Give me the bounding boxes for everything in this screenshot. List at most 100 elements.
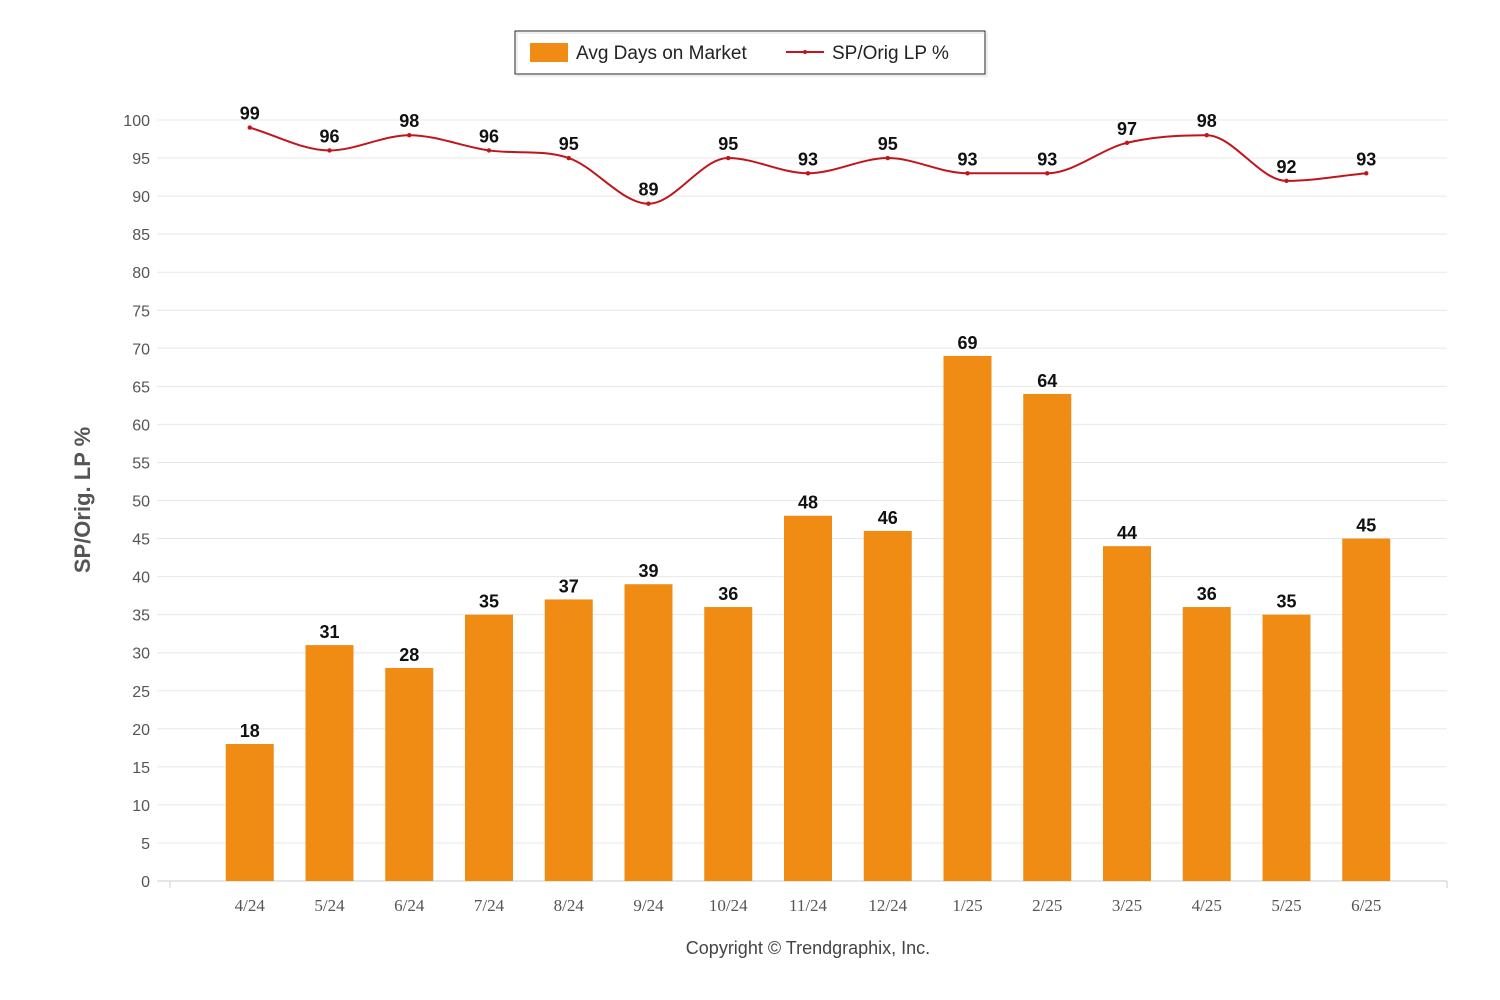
- line-point: [726, 155, 731, 161]
- line-data-label: 98: [399, 111, 419, 131]
- y-tick-label: 40: [132, 570, 150, 587]
- x-tick-label: 7/24: [474, 896, 505, 915]
- y-tick-label: 25: [132, 684, 150, 701]
- bar: [784, 515, 832, 881]
- line-data-label: 93: [798, 149, 818, 169]
- bar-data-label: 35: [1276, 592, 1296, 612]
- bar: [1023, 393, 1072, 881]
- y-tick-label: 90: [132, 189, 150, 206]
- line-data-label: 93: [957, 149, 977, 169]
- line-data-label: 93: [1037, 149, 1057, 169]
- x-axis-ticks: 4/24 5/24 6/24 7/24 8/24 9/24 10/24 11/24 12/24 1…: [235, 896, 1382, 915]
- line-point: [1364, 171, 1369, 176]
- y-tick-label: 95: [132, 151, 150, 168]
- line-data-label: 96: [479, 126, 499, 146]
- bar-data-label: 36: [1197, 584, 1217, 604]
- bar-data-label: 36: [718, 584, 738, 604]
- bar-data-label: 45: [1356, 516, 1376, 536]
- bar-data-label: 37: [559, 576, 579, 596]
- y-tick-label: 85: [132, 227, 150, 244]
- x-tick-label: 11/24: [789, 896, 828, 915]
- bar-data-label: 46: [878, 508, 898, 528]
- x-tick-label: 2/25: [1032, 896, 1062, 915]
- x-tick-label: 5/24: [314, 896, 345, 915]
- bar: [863, 530, 912, 881]
- bar-data-label: 28: [399, 645, 419, 665]
- line-point: [646, 201, 651, 206]
- bar-data-label: 48: [798, 493, 818, 513]
- grid: [157, 119, 1447, 844]
- line-point: [965, 171, 970, 176]
- y-tick-label: 55: [132, 455, 150, 472]
- bar: [624, 584, 673, 881]
- y-tick-label: 5: [141, 836, 150, 853]
- x-tick-label: 3/25: [1112, 896, 1142, 915]
- x-tick-label: 6/25: [1351, 896, 1381, 915]
- y-tick-label: 100: [123, 113, 150, 130]
- y-tick-label: 20: [132, 722, 150, 739]
- bar: [1262, 614, 1311, 881]
- bar-data-label: 64: [1037, 371, 1057, 391]
- line-point: [1124, 140, 1130, 146]
- line-data-label: 93: [1356, 149, 1376, 169]
- bar: [305, 645, 354, 881]
- line-data-label: 92: [1276, 157, 1296, 177]
- line-series: [247, 125, 1369, 206]
- bar-data-label: 31: [319, 622, 339, 642]
- line-point: [885, 155, 890, 161]
- legend-label-line: SP/Orig LP %: [832, 43, 949, 64]
- x-tick-label: 9/24: [633, 896, 664, 915]
- data-labels: 18 31 28 35 37 39 36 48 46 69 64 44 36 35 45 99 96 98 96 95…: [240, 104, 1377, 741]
- y-tick-label: 30: [132, 646, 150, 663]
- bar-data-label: 44: [1117, 523, 1137, 543]
- line-point: [805, 171, 811, 176]
- line-data-label: 95: [718, 134, 738, 154]
- line-data-label: 99: [240, 104, 260, 124]
- bar: [943, 355, 992, 881]
- legend-label-bar: Avg Days on Market: [576, 43, 747, 64]
- x-tick-label: 10/24: [709, 896, 748, 915]
- x-axis: [157, 880, 1448, 888]
- bar: [225, 744, 274, 881]
- bar: [465, 614, 513, 881]
- bar: [1182, 607, 1231, 881]
- legend-box: [514, 30, 986, 75]
- bar: [1342, 538, 1391, 881]
- y-tick-label: 75: [132, 303, 150, 320]
- bar-data-label: 39: [638, 561, 658, 581]
- y-tick-label: 50: [132, 494, 150, 511]
- y-tick-label: 60: [132, 417, 150, 434]
- line-data-label: 97: [1117, 119, 1137, 139]
- y-tick-label: 80: [132, 265, 150, 282]
- sp-orig-lp-line: [249, 126, 1367, 205]
- line-point: [247, 125, 252, 130]
- bar: [1103, 546, 1151, 881]
- copyright-text: Copyright © Trendgraphix, Inc.: [686, 938, 930, 958]
- y-tick-label: 0: [141, 874, 150, 891]
- bar: [544, 599, 593, 881]
- x-tick-label: 5/25: [1271, 896, 1301, 915]
- y-tick-label: 45: [132, 532, 150, 549]
- y-tick-label: 65: [132, 379, 150, 396]
- line-data-label: 89: [638, 180, 658, 200]
- y-tick-label: 10: [132, 798, 150, 815]
- bar-series: [225, 355, 1391, 881]
- legend[interactable]: Avg Days on Market SP/Orig LP %: [514, 30, 988, 77]
- line-point: [1204, 133, 1209, 138]
- x-tick-label: 1/25: [952, 896, 982, 915]
- line-data-label: 95: [559, 134, 579, 154]
- line-data-label: 98: [1197, 111, 1217, 131]
- bar-data-label: 69: [957, 333, 977, 353]
- legend-swatch-bar: [530, 43, 568, 62]
- line-point: [407, 133, 412, 138]
- y-tick-label: 70: [132, 341, 150, 358]
- x-tick-label: 4/25: [1192, 896, 1222, 915]
- x-tick-label: 12/24: [868, 896, 907, 915]
- y-tick-label: 35: [132, 608, 150, 625]
- bar-data-label: 35: [479, 592, 499, 612]
- y-tick-label: 15: [132, 760, 150, 777]
- x-tick-label: 6/24: [394, 896, 425, 915]
- bar: [704, 607, 753, 881]
- line-point: [1045, 171, 1050, 176]
- x-tick-label: 4/24: [235, 896, 266, 915]
